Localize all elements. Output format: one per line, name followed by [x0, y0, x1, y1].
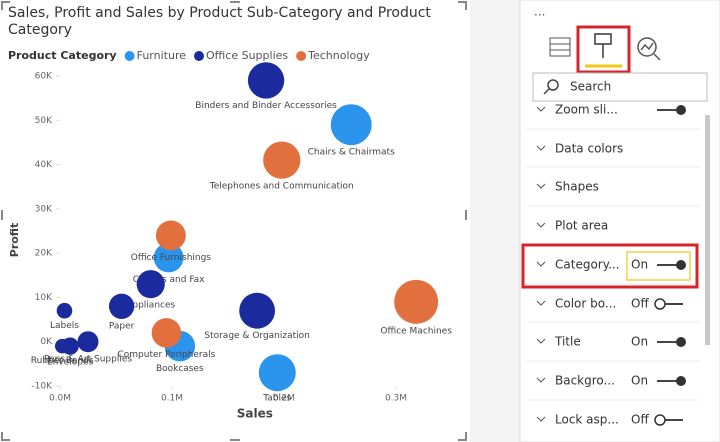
toggle-knob[interactable] — [654, 414, 666, 426]
point-label: Tables — [262, 394, 291, 404]
gap — [470, 0, 522, 442]
bubble[interactable] — [77, 331, 99, 353]
more-menu: ... — [534, 5, 545, 19]
toggle-knob[interactable] — [676, 260, 686, 270]
point-label: Paper — [109, 321, 135, 331]
x-tick-label: 0.0M — [49, 394, 71, 404]
legend-title: Product Category — [8, 49, 117, 62]
bubble[interactable] — [54, 338, 70, 354]
point-label: Computer Peripherals — [117, 350, 215, 360]
point-label: Labels — [50, 321, 79, 331]
y-tick-label: 30K — [35, 204, 53, 214]
toggle-knob[interactable] — [676, 376, 686, 386]
toggle-state: On — [631, 335, 648, 349]
bubble[interactable] — [239, 292, 276, 329]
bubble[interactable] — [330, 104, 372, 146]
bubble[interactable] — [258, 354, 296, 392]
search-placeholder: Search — [570, 80, 611, 94]
y-tick-label: 60K — [35, 72, 53, 82]
format-icon[interactable] — [594, 33, 612, 58]
legend-label: Technology — [307, 49, 370, 62]
section-label[interactable]: Zoom sli... — [555, 103, 618, 117]
y-tick-label: -10K — [31, 382, 53, 392]
point-label: Bookcases — [156, 364, 204, 374]
section-label[interactable]: Category... — [555, 258, 620, 272]
search-box[interactable] — [532, 72, 708, 102]
section-label[interactable]: Shapes — [555, 180, 599, 194]
y-tick-label: 20K — [35, 249, 53, 259]
toggle-state: Off — [631, 297, 649, 311]
point-label: Envelopes — [47, 357, 94, 367]
section-label[interactable]: Lock asp... — [555, 413, 619, 427]
y-axis-label: Profit — [8, 223, 21, 257]
legend-marker — [124, 51, 135, 61]
bubble[interactable] — [151, 318, 182, 348]
toggle-state: On — [631, 258, 648, 272]
point-label: Office Furnishings — [131, 253, 212, 263]
legend-label: Furniture — [137, 49, 187, 62]
chevron[interactable] — [536, 300, 546, 306]
section-label[interactable]: Color bo... — [555, 297, 616, 311]
y-tick-label: 0K — [40, 337, 53, 347]
point-label: Binders and Binder Accessories — [195, 101, 337, 111]
section-label[interactable]: Plot area — [555, 219, 608, 233]
bubble[interactable] — [394, 279, 439, 324]
chevron[interactable] — [536, 106, 546, 112]
chart-panel — [0, 0, 470, 442]
section-label[interactable]: Data colors — [555, 142, 623, 156]
chevron[interactable] — [536, 222, 546, 228]
toggle-knob[interactable] — [676, 105, 686, 115]
toggle-knob[interactable] — [676, 337, 686, 347]
section-label[interactable]: Backgro... — [555, 374, 615, 388]
chevron[interactable] — [536, 261, 546, 267]
point-label: Pens & Art Supplies — [44, 355, 132, 365]
point-label: Copiers and Fax — [133, 275, 205, 285]
point-label: Telephones and Communication — [209, 181, 354, 191]
chevron[interactable] — [536, 338, 546, 344]
toggle-highlight — [626, 251, 691, 281]
point-label: Appliances — [126, 301, 175, 311]
x-tick-label: 0.2M — [273, 394, 295, 404]
bubble[interactable] — [155, 220, 186, 251]
bubble[interactable] — [247, 62, 285, 99]
bubble[interactable] — [136, 270, 165, 299]
toggle-knob[interactable] — [654, 298, 666, 310]
legend-marker — [194, 51, 204, 61]
x-tick-label: 0.3M — [385, 394, 407, 404]
chevron[interactable] — [536, 183, 546, 189]
chevron[interactable] — [536, 416, 546, 422]
point-label: Chairs & Chairmats — [308, 148, 395, 158]
legend-label: Office Supplies — [206, 49, 288, 62]
y-tick-label: 40K — [35, 160, 53, 170]
bubble[interactable] — [56, 302, 73, 319]
toggle-state: Off — [631, 413, 649, 427]
x-axis-label: Sales — [237, 407, 273, 421]
legend-marker — [296, 51, 307, 61]
format-tab-highlight — [576, 25, 631, 74]
y-tick-label: 10K — [35, 293, 53, 303]
y-tick-label: 50K — [35, 116, 53, 126]
search-icon — [543, 79, 559, 95]
selection-handles — [1, 1, 467, 441]
bubble[interactable] — [153, 242, 184, 273]
point-label: Office Machines — [380, 326, 452, 336]
toggle-state: On — [631, 374, 648, 388]
section-label[interactable]: Title — [554, 335, 581, 349]
chevron[interactable] — [536, 145, 546, 151]
point-label: Storage & Organization — [204, 331, 310, 341]
x-tick-label: 0.1M — [161, 394, 183, 404]
scrollbar — [705, 115, 710, 345]
analytics-icon[interactable] — [637, 37, 661, 61]
point-label: Rubber Bands — [31, 356, 94, 366]
bubble[interactable] — [108, 293, 135, 319]
category-highlight — [521, 243, 699, 289]
chart-title: Sales, Profit and Sales by Product Sub-C… — [8, 5, 431, 38]
chevron[interactable] — [536, 377, 546, 383]
pane-sections: Zoom sli... Data colors Shapes Plot area Cat… — [525, 103, 700, 427]
bubble[interactable] — [263, 141, 301, 179]
fields-icon[interactable] — [549, 37, 571, 57]
